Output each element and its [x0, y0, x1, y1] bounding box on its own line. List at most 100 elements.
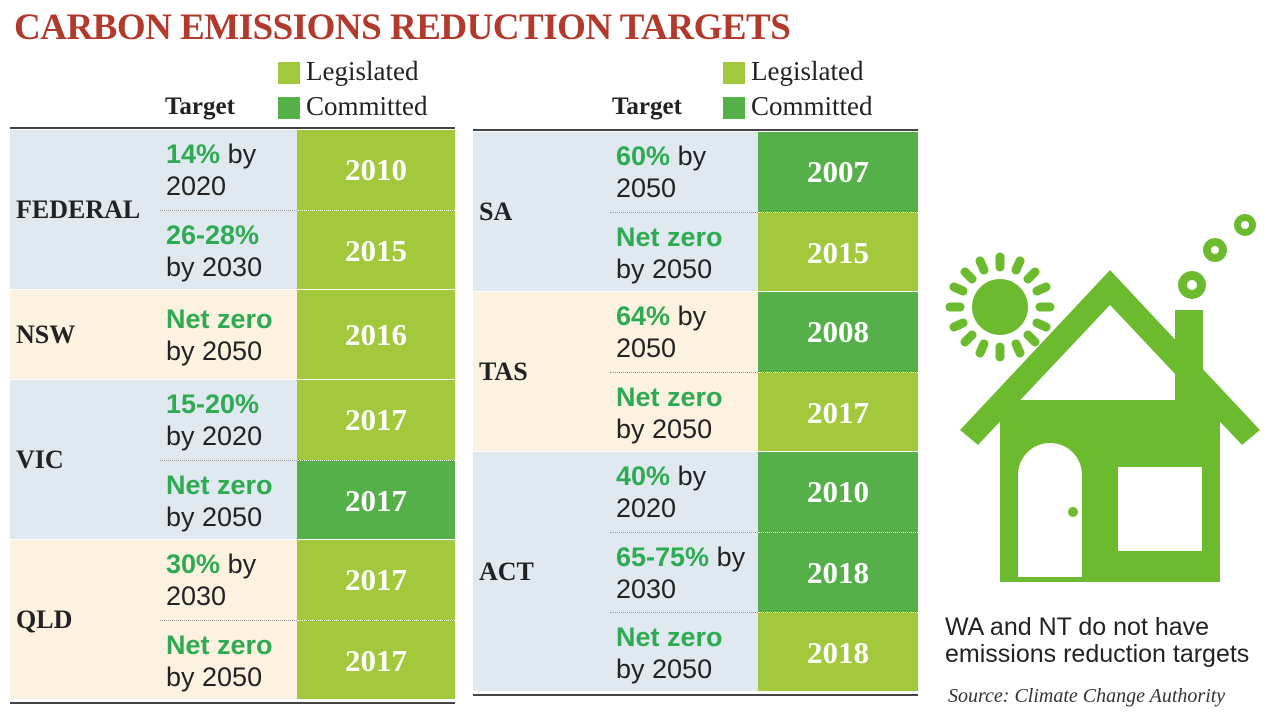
target-amount: 60% — [616, 141, 671, 171]
legend-label: Committed — [751, 91, 873, 121]
target-text: 40% by 2020 — [616, 460, 756, 524]
target-cell: 14% by 2020 — [160, 130, 297, 210]
target-cell: Net zero by 2050 — [610, 372, 758, 452]
row-background — [10, 290, 297, 380]
year-cell: 2008 — [758, 292, 918, 372]
table-bottom-rule — [10, 702, 455, 704]
target-cell: 64% by 2050 — [610, 292, 758, 372]
target-amount: 40% — [616, 461, 671, 491]
target-text: Net zero by 2050 — [616, 621, 756, 685]
target-text: Net zero by 2050 — [166, 303, 295, 367]
jurisdiction: VIC — [16, 445, 64, 474]
target-deadline: by 2030 — [166, 549, 257, 611]
target-cell: 15-20% by 2020 — [160, 380, 297, 460]
target-amount: Net zero — [616, 621, 723, 652]
target-cell: Net zero by 2050 — [610, 212, 758, 292]
target-amount: Net zero — [166, 629, 273, 660]
target-cell: 30% by 2030 — [160, 540, 297, 620]
target-cell: Net zero by 2050 — [160, 290, 297, 380]
target-amount: 14% — [166, 139, 221, 169]
jurisdiction: NSW — [16, 320, 76, 349]
target-cell: 65-75% by 2030 — [610, 532, 758, 612]
year-cell: 2010 — [758, 452, 918, 532]
target-cell: Net zero by 2050 — [610, 612, 758, 692]
target-text: Net zero by 2050 — [166, 469, 295, 533]
jurisdiction: QLD — [16, 605, 73, 634]
year-cell: 2015 — [758, 212, 918, 292]
year-cell: 2015 — [297, 210, 455, 290]
target-text: 64% by 2050 — [616, 300, 756, 364]
year-cell: 2018 — [758, 532, 918, 612]
target-header: Target — [612, 93, 682, 120]
target-amount: 15-20% — [166, 389, 260, 419]
source: Source: Climate Change Authority — [948, 685, 1226, 707]
target-deadline: by 2030 — [616, 541, 746, 604]
year-cell: 2018 — [758, 612, 918, 692]
target-deadline: by 2050 — [616, 413, 713, 444]
year-cell: 2016 — [297, 290, 455, 380]
target-cell: 26-28% by 2030 — [160, 210, 297, 290]
target-amount: 65-75% — [616, 541, 710, 572]
target-text: Net zero by 2050 — [616, 221, 756, 285]
target-cell: 40% by 2020 — [610, 452, 758, 532]
target-text: Net zero by 2050 — [616, 381, 756, 445]
target-deadline: by 2050 — [166, 661, 263, 692]
legend-swatch — [723, 62, 745, 84]
target-deadline: by 2050 — [616, 141, 707, 203]
target-amount: 64% — [616, 301, 671, 331]
target-text: 26-28% by 2030 — [166, 219, 295, 283]
legend-label: Committed — [306, 91, 428, 121]
target-cell: Net zero by 2050 — [160, 620, 297, 700]
target-deadline: by 2050 — [616, 253, 713, 284]
table-top-rule — [10, 127, 455, 129]
year-cell: 2017 — [758, 372, 918, 452]
house-illustration — [945, 214, 1260, 582]
row-background — [473, 452, 758, 692]
year-cell: 2010 — [297, 130, 455, 210]
target-text: 15-20% by 2020 — [166, 388, 295, 452]
target-deadline: by 2020 — [166, 139, 257, 201]
target-amount: Net zero — [616, 381, 723, 412]
target-amount: 26-28% — [166, 219, 260, 250]
year-cell: 2017 — [297, 380, 455, 460]
row-separator — [473, 691, 918, 694]
target-deadline: by 2050 — [616, 301, 707, 363]
year-cell: 2017 — [297, 460, 455, 540]
note: WA and NT do not have emissions reductio… — [945, 613, 1250, 668]
target-text: 14% by 2020 — [166, 138, 295, 202]
legend-label: Legislated — [306, 56, 419, 86]
target-amount: Net zero — [616, 221, 723, 252]
legend-label: Legislated — [751, 56, 864, 86]
target-deadline: by 2020 — [616, 461, 707, 523]
legend-swatch — [278, 97, 300, 119]
table-top-rule — [473, 129, 918, 131]
target-amount: 30% — [166, 549, 221, 579]
target-amount: Net zero — [166, 469, 273, 500]
target-cell: Net zero by 2050 — [160, 460, 297, 540]
target-deadline: by 2030 — [166, 251, 263, 282]
year-cell: 2007 — [758, 132, 918, 212]
target-text: 30% by 2030 — [166, 548, 295, 612]
target-cell: 60% by 2050 — [610, 132, 758, 212]
jurisdiction: TAS — [479, 357, 528, 386]
jurisdiction: SA — [479, 197, 513, 226]
title: CARBON EMISSIONS REDUCTION TARGETS — [14, 7, 791, 48]
target-deadline: by 2020 — [166, 421, 263, 451]
target-deadline: by 2050 — [166, 336, 263, 366]
target-deadline: by 2050 — [166, 501, 263, 532]
target-text: 60% by 2050 — [616, 140, 756, 204]
target-amount: Net zero — [166, 304, 273, 334]
jurisdiction: FEDERAL — [16, 195, 141, 224]
year-cell: 2017 — [297, 620, 455, 700]
legend-swatch — [723, 97, 745, 119]
jurisdiction: ACT — [479, 557, 534, 586]
target-text: 65-75% by 2030 — [616, 541, 756, 605]
legend-swatch — [278, 62, 300, 84]
row-separator — [10, 699, 455, 702]
target-text: Net zero by 2050 — [166, 629, 295, 693]
year-cell: 2017 — [297, 540, 455, 620]
table-bottom-rule — [473, 694, 918, 696]
target-header: Target — [165, 93, 235, 120]
target-deadline: by 2050 — [616, 653, 713, 684]
